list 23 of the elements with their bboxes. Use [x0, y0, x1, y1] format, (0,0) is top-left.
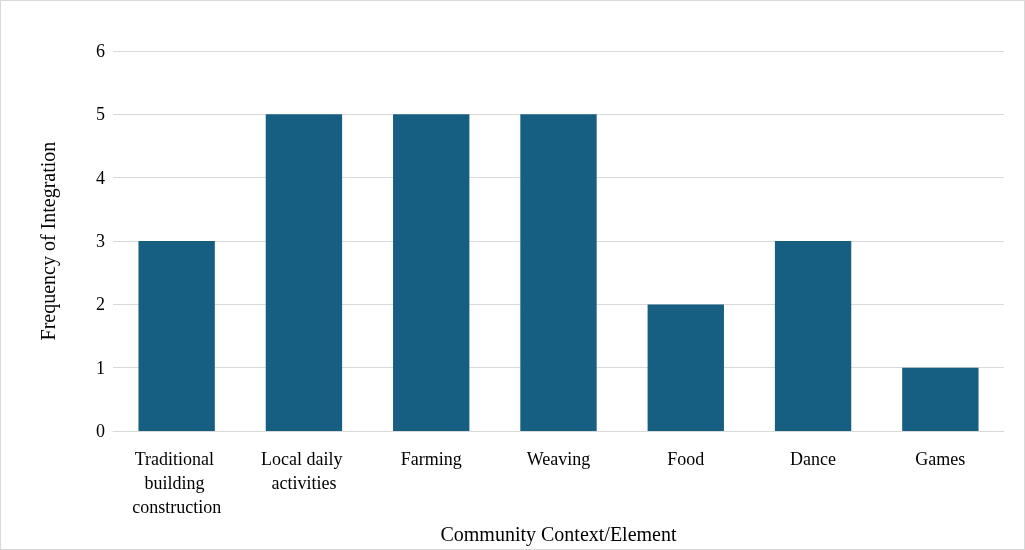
y-axis-title: Frequency of Integration	[37, 141, 60, 341]
y-tick-label: 3	[96, 231, 105, 252]
bar	[902, 367, 979, 432]
y-tick-label: 4	[96, 167, 105, 188]
x-tick-label: Local daily activities	[260, 449, 347, 494]
x-tick-label: Traditional building construction	[132, 449, 222, 518]
bar	[520, 114, 597, 432]
bar	[138, 241, 215, 432]
bar	[393, 114, 470, 432]
y-tick-label: 0	[96, 421, 105, 442]
bar	[647, 304, 724, 432]
x-tick-label: Dance	[790, 449, 837, 470]
y-tick-label: 1	[96, 357, 105, 378]
x-tick-label: Farming	[400, 449, 462, 470]
x-axis-title: Community Context/Element	[440, 523, 677, 546]
x-tick-label: Games	[915, 449, 966, 470]
x-tick-label: Food	[667, 449, 705, 470]
y-tick-label: 2	[96, 294, 105, 315]
x-tick-label: Weaving	[526, 449, 591, 470]
bar	[774, 241, 852, 432]
y-tick-label: 5	[96, 104, 105, 125]
bar	[265, 114, 343, 432]
y-tick-label: 6	[96, 41, 105, 61]
